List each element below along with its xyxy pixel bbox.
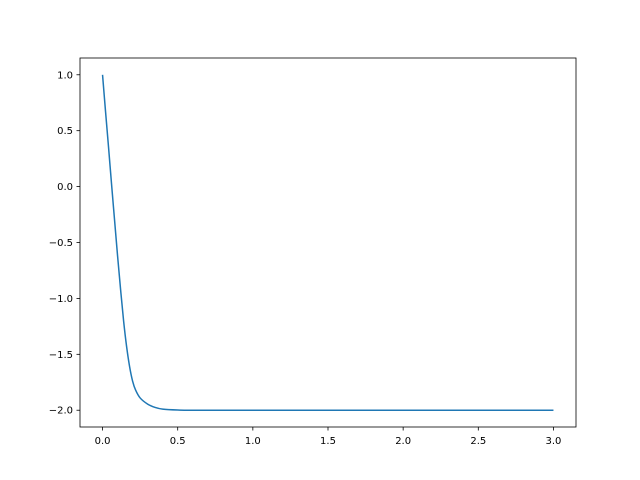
x-tick-label: 0.0 xyxy=(95,436,111,447)
y-tick-label: −1.5 xyxy=(49,350,73,361)
x-tick-label: 2.0 xyxy=(395,436,411,447)
x-tick-label: 1.0 xyxy=(245,436,261,447)
y-tick-label: 0.5 xyxy=(57,126,73,137)
y-axis: 1.0 0.5 0.0 −0.5 −1.0 −1.5 −2.0 xyxy=(49,70,80,417)
x-tick-label: 0.5 xyxy=(170,436,186,447)
y-tick-label: −0.5 xyxy=(49,238,73,249)
y-tick-label: −1.0 xyxy=(49,294,73,305)
x-tick-label: 2.5 xyxy=(470,436,486,447)
y-tick-label: 0.0 xyxy=(57,182,73,193)
plot-frame xyxy=(79,57,577,428)
y-tick-label: −2.0 xyxy=(49,406,73,417)
x-axis: 0.0 0.5 1.0 1.5 2.0 2.5 3.0 xyxy=(95,427,562,447)
series-line xyxy=(101,74,554,411)
y-tick-label: 1.0 xyxy=(57,70,73,81)
x-tick-label: 1.5 xyxy=(320,436,336,447)
x-tick-label: 3.0 xyxy=(546,436,562,447)
